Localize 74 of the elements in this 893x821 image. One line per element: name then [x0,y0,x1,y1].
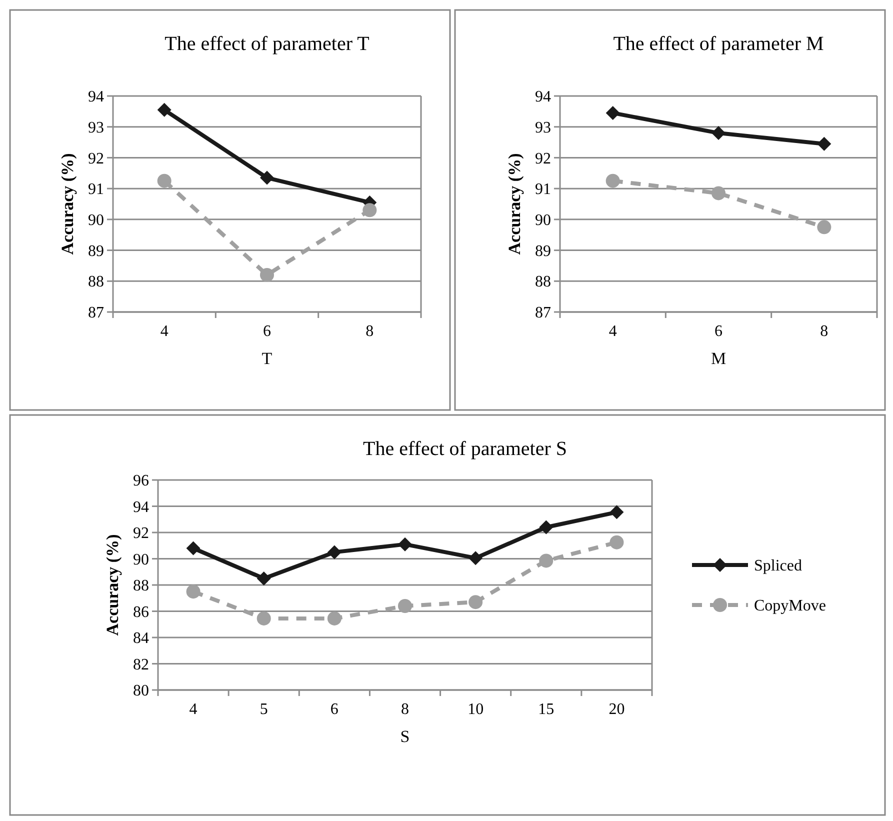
y-tick-label: 91 [535,181,551,198]
y-tick-label: 92 [133,525,149,542]
y-axis-title: Accuracy (%) [103,534,122,636]
point [606,174,620,188]
point [186,541,200,556]
point [610,505,624,520]
y-tick-label: 92 [88,150,104,168]
point [468,595,483,610]
x-tick-label: 8 [366,323,374,340]
y-tick-label: 80 [133,682,149,700]
x-tick-label: 20 [608,701,625,718]
x-tick-label: 4 [160,323,168,340]
y-tick-label: 90 [133,551,149,568]
x-tick-label: 8 [401,701,409,718]
x-axis-title: T [262,349,273,368]
x-tick-label: 4 [189,701,198,718]
x-tick-label: 6 [714,323,722,340]
point [256,611,271,626]
x-tick-label: 8 [820,323,828,340]
y-tick-label: 84 [133,630,149,648]
x-tick-label: 4 [608,323,617,340]
y-tick-label: 87 [535,304,551,322]
point [327,545,342,560]
x-tick-label: 15 [538,701,554,718]
point [817,220,832,234]
point [186,584,200,599]
y-tick-label: 88 [88,274,104,291]
y-tick-label: 92 [535,150,551,168]
point [817,136,832,151]
y-tick-label: 88 [133,578,149,595]
point [610,535,624,550]
y-axis-title: Accuracy (%) [505,153,524,255]
y-tick-label: 93 [535,119,551,136]
y-tick-label: 82 [133,656,149,674]
y-tick-label: 93 [88,119,104,136]
x-tick-label: 10 [468,701,484,718]
legend-label: CopyMove [754,598,826,615]
y-tick-label: 94 [133,498,149,516]
x-axis-title: M [710,349,726,368]
point [260,170,274,185]
y-tick-label: 87 [88,304,104,322]
chart-title: The effect of parameter S [363,438,567,460]
point [539,554,554,568]
y-axis-title: Accuracy (%) [58,153,77,255]
point [712,126,726,140]
point [468,551,483,566]
point [606,106,620,120]
y-tick-label: 89 [535,242,551,260]
point [539,520,554,534]
x-axis-title: S [400,727,410,746]
chart-title: The effect of parameter T [164,33,370,55]
legend-label: Spliced [754,558,802,575]
x-tick-label: 5 [260,701,268,718]
point [157,102,172,117]
x-tick-label: 6 [330,701,338,718]
point [398,599,412,613]
y-tick-label: 94 [535,88,551,106]
x-tick-label: 6 [263,323,271,340]
y-tick-label: 96 [133,472,149,490]
y-tick-label: 88 [535,274,551,291]
point [362,203,377,218]
point [157,174,172,188]
point [398,537,412,552]
point [712,186,726,200]
y-tick-label: 94 [88,88,104,106]
y-tick-label: 89 [88,242,104,260]
point [260,268,274,282]
y-tick-label: 86 [133,604,149,621]
point [327,611,342,626]
y-tick-label: 90 [88,212,104,230]
y-tick-label: 90 [535,212,551,230]
point [256,571,271,586]
chart-title: The effect of parameter M [613,33,824,55]
y-tick-label: 91 [88,181,104,198]
